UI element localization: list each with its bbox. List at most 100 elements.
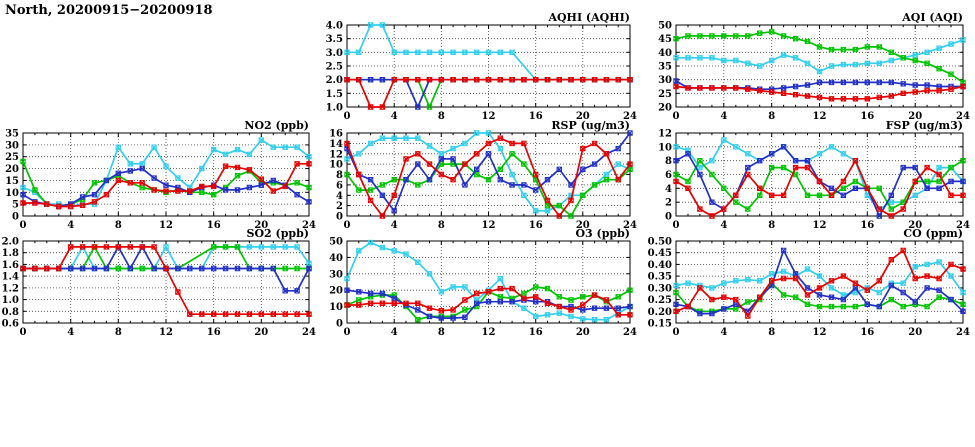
tick-label: 15 <box>5 176 19 187</box>
tick-label: 8 <box>438 327 445 338</box>
chart-o3: 0 10 20 30 40 50 0 4 8 12 16 20 24 O3 (ppb) <box>329 227 637 338</box>
tick-label: 0 <box>344 327 351 338</box>
tick-label: 35 <box>658 62 672 73</box>
axis-ticks <box>22 240 310 324</box>
series-markers <box>344 285 633 318</box>
tick-label: 20 <box>576 327 590 338</box>
tick-label: 0 <box>673 327 680 338</box>
tick-label: 3.0 <box>326 48 343 59</box>
series-line <box>675 30 964 84</box>
tick-label: 45 <box>658 34 672 45</box>
tick-label: 16 <box>529 111 543 122</box>
tick-label: 16 <box>207 327 221 338</box>
chart-co: 0.150.200.250.300.350.400.450.50 0 4 8 12 16 2… <box>648 227 970 338</box>
tick-label: 50 <box>329 237 343 248</box>
series-red <box>344 285 633 318</box>
tick-label: 20 <box>329 286 343 297</box>
tick-label: 4 <box>720 220 727 231</box>
tick-label: 20 <box>576 111 590 122</box>
tick-label: 8 <box>438 111 445 122</box>
tick-label: 4 <box>391 220 398 231</box>
tick-label: 30 <box>658 75 672 86</box>
series-cyan <box>673 37 966 75</box>
tick-label: 0.20 <box>648 307 672 318</box>
series-red <box>673 158 966 219</box>
axis-ticks <box>675 240 964 324</box>
tick-label: 16 <box>529 220 543 231</box>
tick-label: 12 <box>329 149 343 160</box>
tick-label: 2.5 <box>326 62 343 73</box>
series-red <box>673 83 966 102</box>
tick-label: 1.8 <box>2 248 19 259</box>
tick-label: 0 <box>673 111 680 122</box>
series-markers <box>673 247 966 317</box>
tick-label: 20 <box>908 327 922 338</box>
tick-label: 0 <box>673 220 680 231</box>
grid <box>23 133 309 216</box>
tick-label: 6 <box>665 170 672 181</box>
tick-label: 12 <box>482 327 496 338</box>
series-blue <box>344 287 633 321</box>
tick-label: 2 <box>665 198 672 209</box>
tick-label: 4 <box>665 184 672 195</box>
tick-label: 16 <box>329 129 343 140</box>
tick-label: 12 <box>813 327 827 338</box>
series-markers <box>20 161 312 210</box>
series-red <box>673 247 966 319</box>
grid <box>347 25 630 107</box>
grid <box>676 133 963 216</box>
page-title: North, 20200915−20200918 <box>5 3 213 18</box>
tick-label: 4.0 <box>326 21 343 32</box>
chart-title-aqi: AQI (AQI) <box>901 11 963 24</box>
axis-labels: 1.0 1.5 2.0 2.5 3.0 3.5 4.0 0 4 8 12 16 20 24 <box>326 21 637 123</box>
chart-title-fsp: FSP (ug/m3) <box>886 119 963 132</box>
tick-label: 24 <box>623 220 637 231</box>
series-markers <box>20 244 312 317</box>
series-red <box>344 77 633 110</box>
tick-label: 4 <box>720 327 727 338</box>
tick-label: 0.35 <box>648 272 672 283</box>
tick-label: 12 <box>159 220 173 231</box>
tick-label: 2 <box>336 201 343 212</box>
tick-label: 12 <box>813 220 827 231</box>
axis-labels: 0 10 20 30 40 50 0 4 8 12 16 20 24 <box>329 237 637 339</box>
tick-label: 0.50 <box>648 237 672 248</box>
tick-label: 0.40 <box>648 260 672 271</box>
axis-ticks <box>22 132 310 217</box>
tick-label: 0 <box>344 220 351 231</box>
tick-label: 16 <box>860 220 874 231</box>
tick-label: 35 <box>5 129 19 140</box>
series-blue <box>673 247 966 317</box>
tick-label: 20 <box>658 103 672 114</box>
tick-label: 0 <box>20 327 27 338</box>
axis-labels: 0.60.81.01.21.41.61.82.0 0 4 8 12 16 20 24 <box>2 237 316 339</box>
chart-title-co: CO (ppm) <box>903 227 963 240</box>
series-red <box>20 244 312 317</box>
tick-label: 20 <box>908 220 922 231</box>
series-markers <box>673 83 966 102</box>
chart-aqhi: 1.0 1.5 2.0 2.5 3.0 3.5 4.0 0 4 8 12 16 20 24 AQHI (AQ… <box>326 11 637 122</box>
tick-label: 1.6 <box>2 260 19 271</box>
axis-labels: 20 25 30 35 40 45 50 0 4 8 12 16 20 24 <box>658 21 970 123</box>
tick-label: 20 <box>5 164 19 175</box>
tick-label: 40 <box>329 253 343 264</box>
tick-label: 4 <box>720 111 727 122</box>
tick-label: 12 <box>159 327 173 338</box>
grid <box>347 241 630 323</box>
series-markers <box>344 130 633 214</box>
chart-title-aqhi: AQHI (AQHI) <box>547 11 630 24</box>
tick-label: 4 <box>336 191 343 202</box>
tick-label: 1.0 <box>2 295 19 306</box>
tick-label: 6 <box>336 180 343 191</box>
tick-label: 12 <box>482 111 496 122</box>
tick-label: 16 <box>860 327 874 338</box>
tick-label: 10 <box>658 142 672 153</box>
tick-label: 24 <box>956 327 970 338</box>
tick-label: 40 <box>658 48 672 59</box>
